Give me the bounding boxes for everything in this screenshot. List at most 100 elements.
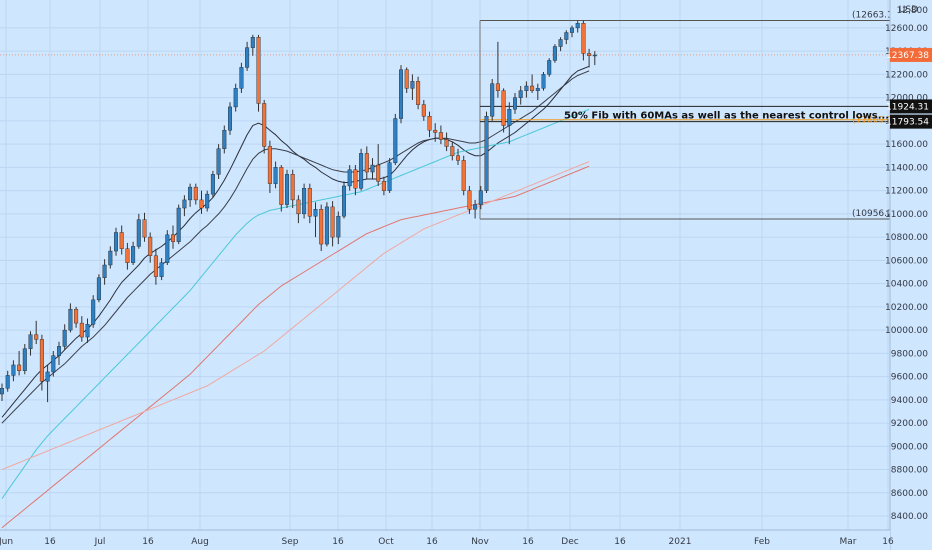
candle-down [79,322,84,338]
candle-up [159,262,164,277]
candle-down [296,199,301,215]
candle-up [113,232,118,252]
price-tag-level [890,99,932,114]
candle-up [216,148,221,175]
candle-down [125,248,130,263]
candle-down [404,69,409,89]
price-tick-label: 10400.00 [885,280,928,290]
candle-down [148,236,153,256]
candle-up [0,388,4,395]
candle-down [17,364,22,371]
candle-down [427,116,432,131]
time-tick-label: Oct [378,537,394,547]
candle-down [262,103,267,147]
candle-up [239,67,244,89]
candle-up [387,162,392,191]
candle-up [524,85,529,91]
candle-up [245,47,250,68]
candle-down [421,104,426,117]
candle-down [34,334,39,340]
price-tick-label: 11200.00 [885,187,928,197]
candle-up [490,83,495,117]
time-tick-label: 16 [142,537,154,547]
candle-up [592,54,597,57]
price-tick-label: 12,800 [897,6,929,16]
candle-up [57,346,62,356]
candle-down [307,188,312,217]
price-tick-label: 10200.00 [885,303,928,313]
candle-down [279,167,284,205]
candle-up [45,371,50,382]
price-tick-label: 10000.00 [885,326,928,336]
candle-up [102,264,107,278]
price-tags: 12367.38 11924.31 11793.54 [886,47,932,129]
price-tick-label: 10600.00 [885,256,928,266]
ma-line-medium [1,70,590,424]
candle-up [176,207,181,242]
candle-down [256,36,261,104]
fib-top-label: (12663.18) [852,11,902,21]
ma-line-sma-200 [1,161,590,471]
candle-up [205,193,210,209]
candle-up [541,74,546,89]
candle-down [501,90,506,126]
fib-lines: (12663.18) (10956.21) (11809.70) [0,11,902,220]
candle-up [11,364,16,376]
candle-down [461,160,466,191]
candle-up [210,174,215,195]
candle-down [199,199,204,209]
candle-up [313,209,318,217]
candle-down [74,308,79,324]
time-tick-label: 16 [522,537,534,547]
time-tick-label: 16 [44,537,56,547]
candle-up [507,109,512,126]
candle-up [484,116,489,191]
grid [0,0,890,530]
price-tick-label: 8400.00 [891,512,928,522]
time-tick-label: Jul [94,537,106,547]
candle-up [473,204,478,210]
price-tag-label: 11924.31 [886,102,929,112]
price-axis[interactable]: 8400.00 8600.00 8800.00 9000.00 9200.00 9400.… [885,0,932,550]
time-axis[interactable]: Jun 16 Jul 16 Aug Sep 16 Oct 16 Nov 16 Dec 16 2021 Feb… [0,529,894,550]
candle-down [450,146,455,156]
candle-down [456,155,461,161]
candle-up [68,308,73,331]
price-tick-label: 12000.00 [885,94,928,104]
candle-down [587,53,592,56]
price-tick-label: 9800.00 [891,349,928,359]
candle-up [518,90,523,98]
candle-up [558,39,563,47]
candle-down [433,129,438,133]
candle-up [370,164,375,173]
candle-down [416,81,421,105]
candle-up [575,23,580,29]
candle-down [267,146,272,184]
candle-down [530,85,535,91]
candle-down [119,232,124,249]
time-tick-label: Nov [471,537,489,547]
candle-up [91,299,96,325]
candle-up [513,97,518,110]
candle-up [285,174,290,205]
candle-up [136,219,141,247]
candle-down [581,23,586,54]
fib-bottom-label: (10956.21) [852,209,902,219]
candle-up [535,88,540,91]
price-tag-label: 11793.54 [886,118,929,128]
candle-down [444,139,449,147]
price-tick-label: 8800.00 [891,466,928,476]
candle-down [353,169,358,189]
candle-down [381,181,386,191]
time-tick-label: Sep [282,537,299,547]
price-tick-label: 12600.00 [885,24,928,34]
candle-down [193,186,198,201]
currency-label: USD [899,5,918,15]
price-tick-label: 12200.00 [885,70,928,80]
candle-up [399,69,404,119]
candle-up [188,186,193,201]
candle-down [319,209,324,245]
moving-averages [1,65,590,529]
